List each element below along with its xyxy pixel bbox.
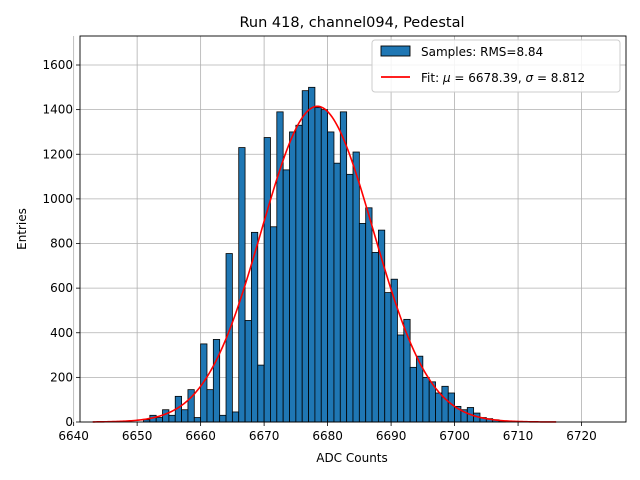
histogram-bar bbox=[181, 409, 189, 423]
histogram-bar bbox=[333, 162, 341, 423]
y-tick-label: 800 bbox=[50, 237, 73, 251]
histogram-bar bbox=[384, 292, 392, 423]
histogram-bar bbox=[314, 106, 322, 423]
histogram-bar bbox=[352, 151, 360, 423]
y-tick-label: 1600 bbox=[42, 58, 73, 72]
histogram-bar bbox=[289, 131, 297, 423]
x-tick-label: 6670 bbox=[249, 429, 280, 443]
y-tick-label: 600 bbox=[50, 281, 73, 295]
histogram-bar bbox=[219, 414, 227, 423]
legend-histogram-swatch bbox=[380, 45, 411, 57]
legend: Samples: RMS=8.84 Fit: μ = 6678.39, σ = … bbox=[371, 39, 621, 93]
histogram-bar bbox=[168, 414, 176, 423]
histogram-bar bbox=[346, 173, 354, 423]
histogram-bar bbox=[193, 417, 202, 423]
histogram-bar bbox=[358, 223, 367, 423]
histogram-bar bbox=[282, 169, 290, 423]
histogram-bar bbox=[231, 411, 240, 423]
x-tick-label: 6700 bbox=[439, 429, 470, 443]
y-tick-label: 400 bbox=[50, 326, 73, 340]
histogram-bar bbox=[365, 207, 373, 423]
histogram-bar bbox=[212, 339, 221, 423]
histogram-bar bbox=[447, 392, 455, 423]
y-axis-ticks: 0 200 400 600 800 1000 1200 1400 1600 bbox=[42, 58, 80, 429]
histogram-bar bbox=[263, 137, 271, 423]
histogram-bar bbox=[435, 392, 443, 423]
gaussian-fit-curve bbox=[92, 105, 557, 423]
x-axis-ticks: 6640 6650 6660 6670 6680 6690 6700 6710 6720 bbox=[58, 422, 597, 443]
y-tick-label: 1200 bbox=[42, 147, 73, 161]
x-tick-label: 6650 bbox=[122, 429, 153, 443]
plot-frame bbox=[79, 35, 627, 423]
histogram-bar bbox=[206, 389, 214, 423]
histogram-bar bbox=[320, 109, 329, 423]
x-tick-label: 6720 bbox=[566, 429, 597, 443]
histogram-bar bbox=[308, 86, 316, 423]
histogram-bars bbox=[143, 86, 506, 423]
histogram-bar bbox=[238, 147, 246, 423]
histogram-bar bbox=[339, 111, 348, 423]
histogram-bar bbox=[327, 131, 335, 423]
legend-box bbox=[371, 39, 621, 93]
histogram-bar bbox=[371, 252, 379, 423]
histogram-bar bbox=[397, 334, 405, 423]
histogram-bar bbox=[441, 385, 449, 423]
x-tick-label: 6710 bbox=[503, 429, 534, 443]
histogram-bar bbox=[270, 226, 278, 423]
x-tick-label: 6660 bbox=[185, 429, 216, 443]
histogram-bar bbox=[155, 417, 163, 423]
chart-title: Run 418, channel094, Pedestal bbox=[239, 15, 464, 31]
y-tick-label: 200 bbox=[50, 370, 73, 384]
y-axis-label: Entries bbox=[15, 208, 29, 250]
histogram-bar bbox=[422, 376, 430, 423]
y-tick-label: 0 bbox=[65, 415, 73, 429]
x-tick-label: 6690 bbox=[376, 429, 407, 443]
y-tick-label: 1400 bbox=[42, 103, 73, 117]
histogram-bar bbox=[244, 320, 252, 423]
histogram-bar bbox=[295, 124, 303, 423]
histogram-bar bbox=[162, 409, 170, 423]
histogram-bar bbox=[409, 366, 417, 423]
x-axis-label: ADC Counts bbox=[316, 451, 388, 465]
y-tick-label: 1000 bbox=[42, 192, 73, 206]
legend-histogram-label: Samples: RMS=8.84 bbox=[421, 45, 543, 59]
histogram-bar bbox=[257, 364, 265, 423]
histogram-bar bbox=[276, 111, 284, 423]
x-tick-label: 6680 bbox=[312, 429, 343, 443]
legend-fit-label: Fit: μ = 6678.39, σ = 8.812 bbox=[421, 71, 585, 85]
histogram-bar bbox=[301, 90, 309, 423]
x-tick-label: 6640 bbox=[58, 429, 89, 443]
